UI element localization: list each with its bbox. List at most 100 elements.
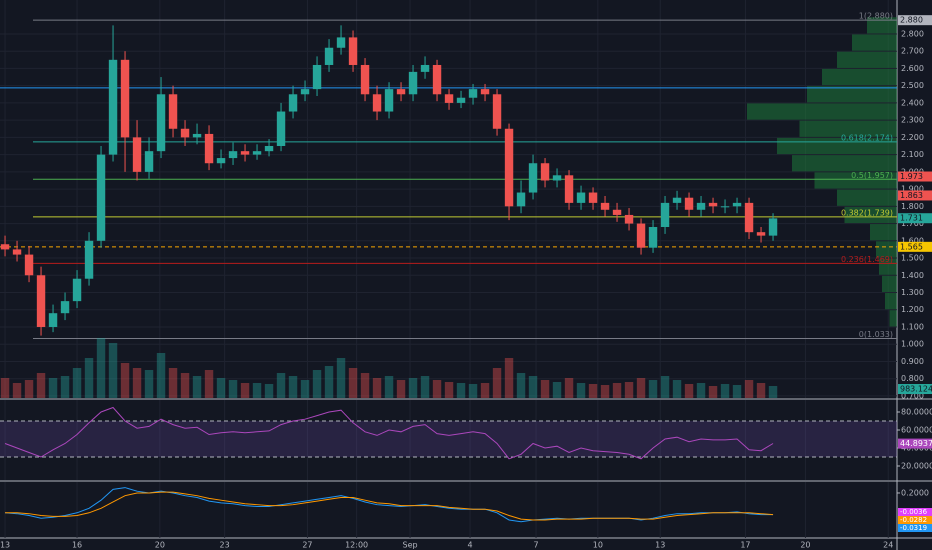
y-tick-label: 0.900 [901, 357, 924, 366]
volume-profile-bar [870, 224, 897, 241]
volume-bar [420, 376, 430, 398]
candle-body [240, 151, 250, 155]
volume-bar [60, 376, 70, 398]
macd-badge-label: -0.0282 [900, 516, 927, 524]
volume-bar [684, 384, 694, 398]
volume-bar [672, 380, 682, 398]
x-tick-label: 16 [72, 541, 82, 550]
candle-body [756, 232, 766, 236]
candle-body [744, 202, 754, 233]
volume-bar [336, 358, 346, 398]
volume-bar [408, 378, 418, 398]
volume-profile-bar [844, 206, 897, 224]
candle-body [252, 151, 262, 155]
price-badge [898, 171, 932, 182]
volume-bar [624, 382, 634, 398]
volume-bar [168, 368, 178, 398]
candle-body [192, 133, 202, 138]
volume-bar [660, 376, 670, 398]
candle-body [516, 192, 526, 207]
fib-label: 1(2.880) [859, 12, 893, 21]
volume-bar [744, 380, 754, 398]
volume-bar [504, 358, 514, 398]
candle-body [420, 64, 430, 72]
candle-body [624, 214, 634, 224]
volume-bar [72, 368, 82, 398]
candle-body [432, 64, 442, 95]
candle-body [720, 206, 730, 208]
macd-badge-label: -0.0319 [900, 524, 927, 532]
volume-profile-bar [882, 275, 897, 293]
x-tick-label: 7 [533, 541, 538, 550]
candle-body [504, 128, 514, 207]
candle-body [684, 197, 694, 210]
candle-body [348, 37, 358, 65]
candle-body [96, 154, 106, 241]
candle-body [384, 89, 394, 112]
y-tick-label: 1.000 [901, 340, 924, 349]
candle-body [696, 202, 706, 210]
y-tick-label: 2.700 [901, 47, 924, 56]
volume-profile-bar [837, 51, 897, 68]
volume-bar [228, 380, 238, 398]
rsi-tick-label: 80.0000 [901, 407, 932, 416]
volume-bar [48, 378, 58, 398]
macd-tick-label: 0.2000 [901, 488, 929, 497]
candle-body [72, 278, 82, 302]
candle-body [300, 89, 310, 95]
volume-bar [240, 383, 250, 398]
x-tick-label: 27 [302, 541, 312, 550]
x-tick-label: 10 [593, 541, 603, 550]
volume-profile-bar [876, 241, 897, 258]
fib-label: 0.618(2.174) [841, 133, 893, 142]
y-tick-label: 1.100 [901, 322, 924, 331]
candle-body [732, 202, 742, 207]
volume-bar [216, 378, 226, 398]
price-badge [898, 213, 932, 224]
y-tick-label: 0.800 [901, 374, 924, 383]
volume-bar [444, 382, 454, 398]
candle-body [768, 218, 778, 236]
volume-bar [24, 380, 34, 398]
candle-body [132, 137, 142, 172]
volume-bar [552, 382, 562, 398]
volume-profile-bar [879, 258, 897, 275]
macd-badge [898, 524, 932, 532]
candle-body [0, 244, 10, 250]
volume-bar [612, 383, 622, 398]
rsi-badge [898, 438, 932, 449]
price-badge-label: 1.973 [900, 172, 923, 181]
candle-body [408, 71, 418, 95]
volume-bar [456, 383, 466, 398]
volume-bar [600, 385, 610, 398]
candle-body [672, 197, 682, 203]
candle-body [156, 94, 166, 152]
volume-profile-bar [814, 172, 897, 189]
price-badge-label: 1.731 [900, 214, 923, 223]
y-tick-label: 2.500 [901, 81, 924, 90]
volume-bar [528, 376, 538, 398]
volume-bar [276, 373, 286, 398]
candle-body [540, 163, 550, 181]
volume-bar [180, 373, 190, 398]
y-tick-label: 1.200 [901, 305, 924, 314]
y-tick-label: 1.300 [901, 288, 924, 297]
price-badge [898, 384, 932, 394]
y-tick-label: 0.700 [901, 391, 924, 400]
fib-label: 0.5(1.957) [851, 171, 893, 180]
y-tick-label: 1.800 [901, 202, 924, 211]
volume-bar [468, 384, 478, 398]
candle-body [600, 202, 610, 210]
candle-body [492, 94, 502, 129]
volume-bar [312, 370, 322, 398]
rsi-band [0, 420, 897, 457]
candle-body [360, 64, 370, 95]
rsi-badge-label: 44.8937 [900, 439, 932, 448]
candle-body [564, 175, 574, 203]
candle-body [396, 89, 406, 95]
price-badge-label: 2.880 [900, 16, 923, 25]
volume-profile-bar [867, 17, 897, 34]
volume-bar [0, 378, 10, 398]
volume-bar [396, 380, 406, 398]
price-badge-label: 1.863 [900, 191, 923, 200]
